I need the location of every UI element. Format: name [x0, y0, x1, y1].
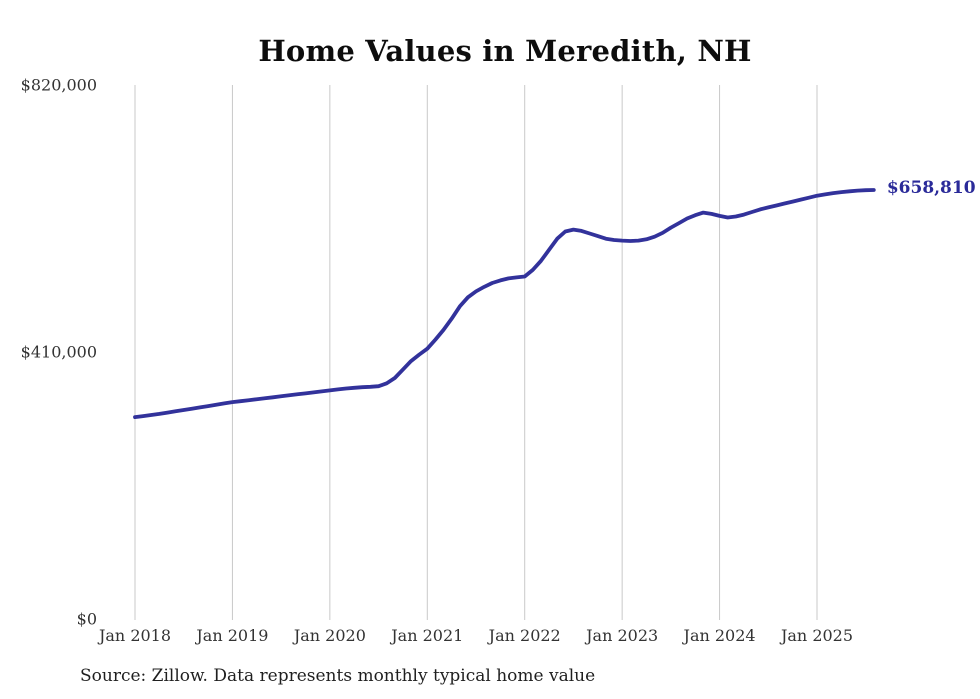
y-tick-label: $0	[77, 610, 97, 629]
x-tick-label: Jan 2020	[292, 626, 366, 645]
home-value-line	[133, 188, 876, 419]
x-tick-label: Jan 2024	[682, 626, 756, 645]
x-tick-label: Jan 2025	[779, 626, 853, 645]
y-tick-label: $410,000	[21, 343, 97, 362]
x-tick-label: Jan 2021	[389, 626, 463, 645]
x-tick-label: Jan 2018	[97, 626, 171, 645]
x-tick-label: Jan 2022	[487, 626, 561, 645]
y-tick-label: $820,000	[21, 76, 97, 95]
chart-title: Home Values in Meredith, NH	[258, 34, 752, 68]
x-tick-label: Jan 2019	[194, 626, 268, 645]
latest-value-label: $658,810	[886, 177, 976, 198]
source-note: Source: Zillow. Data represents monthly …	[80, 666, 596, 686]
x-tick-label: Jan 2023	[584, 626, 658, 645]
